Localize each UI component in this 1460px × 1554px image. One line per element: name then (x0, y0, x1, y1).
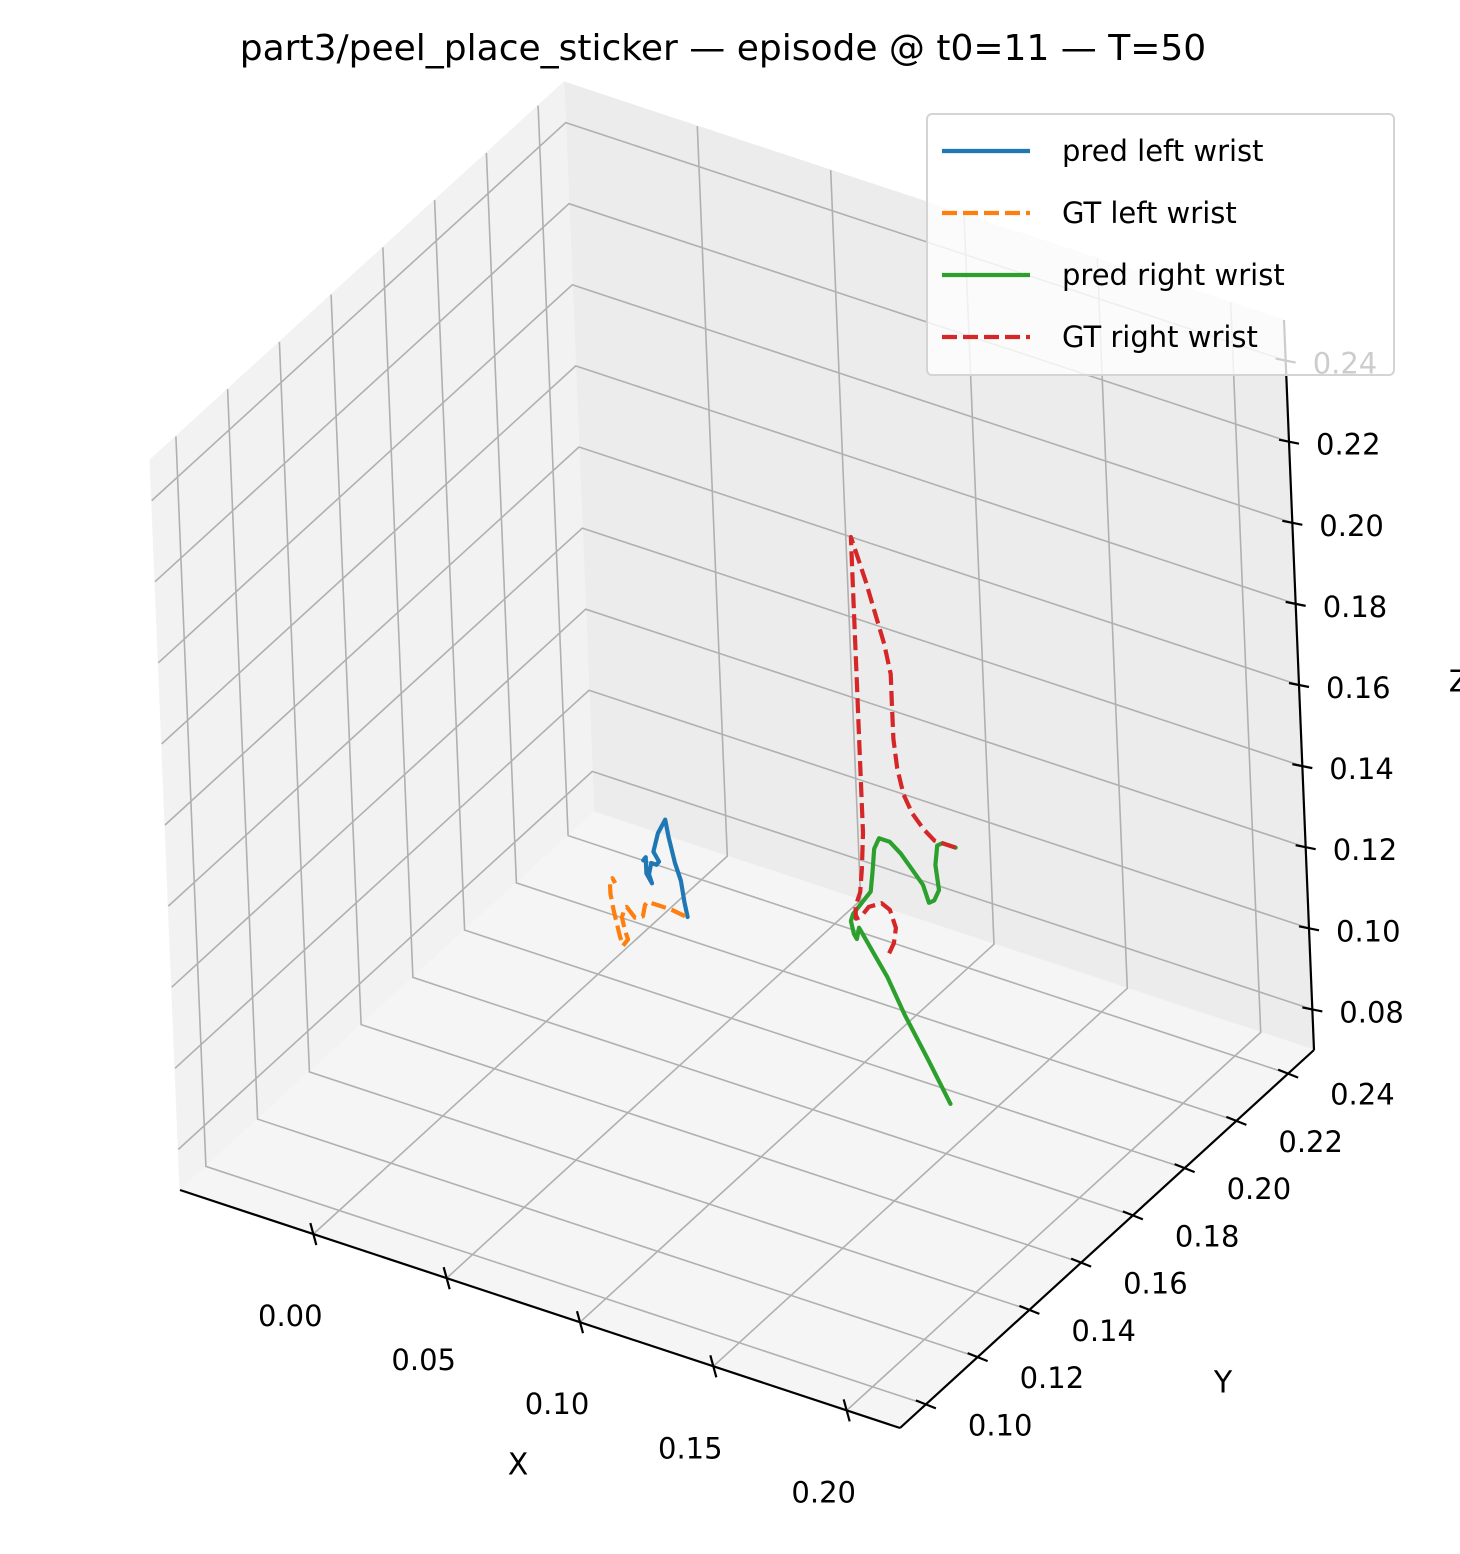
x-tick-label: 0.05 (391, 1343, 456, 1377)
legend: pred left wrist GT left wrist pred right… (926, 113, 1395, 376)
x-tick-label: 0.10 (525, 1387, 590, 1421)
x-tick (575, 1310, 585, 1334)
series-line-gt-right-wrist (848, 534, 957, 955)
z-tick (1278, 438, 1300, 445)
y-tick (967, 1352, 989, 1363)
y-tick (1070, 1257, 1092, 1268)
y-tick (1174, 1163, 1196, 1174)
series-line-gt-left-wrist (607, 876, 686, 948)
x-tick (709, 1355, 718, 1378)
y-tick (1018, 1304, 1040, 1315)
gridline-y (485, 152, 1237, 1122)
gridline-y (226, 389, 978, 1358)
z-tick (1295, 844, 1316, 851)
z-tick (1285, 600, 1306, 607)
y-tick-label: 0.20 (1227, 1172, 1292, 1206)
y-tick-label: 0.14 (1071, 1314, 1136, 1348)
gridline-z (171, 608, 1306, 988)
z-tick (1298, 925, 1320, 932)
y-axis-line (899, 1049, 1315, 1429)
x-tick (842, 1399, 851, 1422)
x-tick (309, 1222, 318, 1246)
y-tick-label: 0.18 (1175, 1219, 1240, 1253)
z-tick-label: 0.08 (1339, 995, 1404, 1029)
gridline-x (579, 214, 995, 1323)
gridline-z (164, 446, 1300, 826)
series-line-pred-right-wrist (848, 836, 958, 1107)
z-tick-label: 0.20 (1319, 509, 1384, 543)
gridline-y (278, 341, 1030, 1311)
x-tick-label: 0.00 (258, 1299, 323, 1333)
z-tick-label: 0.12 (1333, 833, 1398, 867)
z-tick-label: 0.22 (1316, 428, 1381, 462)
z-tick-label: 0.14 (1329, 752, 1394, 786)
y-tick-label: 0.12 (1020, 1361, 1085, 1395)
z-tick (1288, 681, 1310, 689)
y-tick (915, 1399, 937, 1410)
legend-label: GT right wrist (1062, 320, 1258, 354)
gridline-z (157, 283, 1293, 664)
z-tick (1302, 1006, 1323, 1013)
gridline-z (161, 364, 1296, 745)
gridline-z (177, 770, 1313, 1150)
gridline-x (712, 258, 1129, 1367)
axis-ticks (309, 357, 1323, 1422)
gridline-x (446, 170, 862, 1279)
x-tick-label: 0.20 (791, 1475, 856, 1509)
y-tick-label: 0.24 (1330, 1078, 1395, 1112)
y-tick-label: 0.10 (968, 1408, 1033, 1442)
y-tick-label: 0.22 (1278, 1125, 1343, 1159)
gridline-x (312, 126, 729, 1235)
x-axis-line (179, 1188, 901, 1430)
gridline-y (537, 105, 1289, 1075)
legend-label: pred right wrist (1062, 258, 1285, 292)
gridline-y (382, 247, 1134, 1217)
z-tick-label: 0.18 (1323, 590, 1388, 624)
z-tick (1282, 519, 1303, 526)
gridline-y (330, 294, 1082, 1264)
gridline-y (175, 436, 927, 1406)
x-axis-title: X (508, 1448, 529, 1483)
legend-label: GT left wrist (1062, 196, 1237, 230)
x-tick (442, 1266, 451, 1290)
chart-title: part3/peel_place_sticker — episode @ t0=… (239, 28, 1207, 69)
y-tick (1225, 1115, 1247, 1126)
y-tick (1122, 1210, 1144, 1221)
y-tick (1277, 1068, 1299, 1079)
z-axis-title: Z (1449, 665, 1460, 700)
y-tick-label: 0.16 (1123, 1267, 1188, 1301)
series-layer (607, 534, 958, 1107)
series-line-pred-left-wrist (641, 817, 690, 920)
gridline-x (846, 302, 1262, 1411)
gridline-z (167, 527, 1303, 907)
y-axis-title: Y (1213, 1366, 1233, 1401)
legend-label: pred left wrist (1062, 134, 1264, 168)
z-tick (1292, 763, 1313, 770)
z-tick-label: 0.16 (1326, 671, 1391, 705)
x-tick-label: 0.15 (658, 1431, 723, 1465)
z-tick-label: 0.10 (1336, 914, 1401, 948)
gridline-z (174, 689, 1310, 1069)
